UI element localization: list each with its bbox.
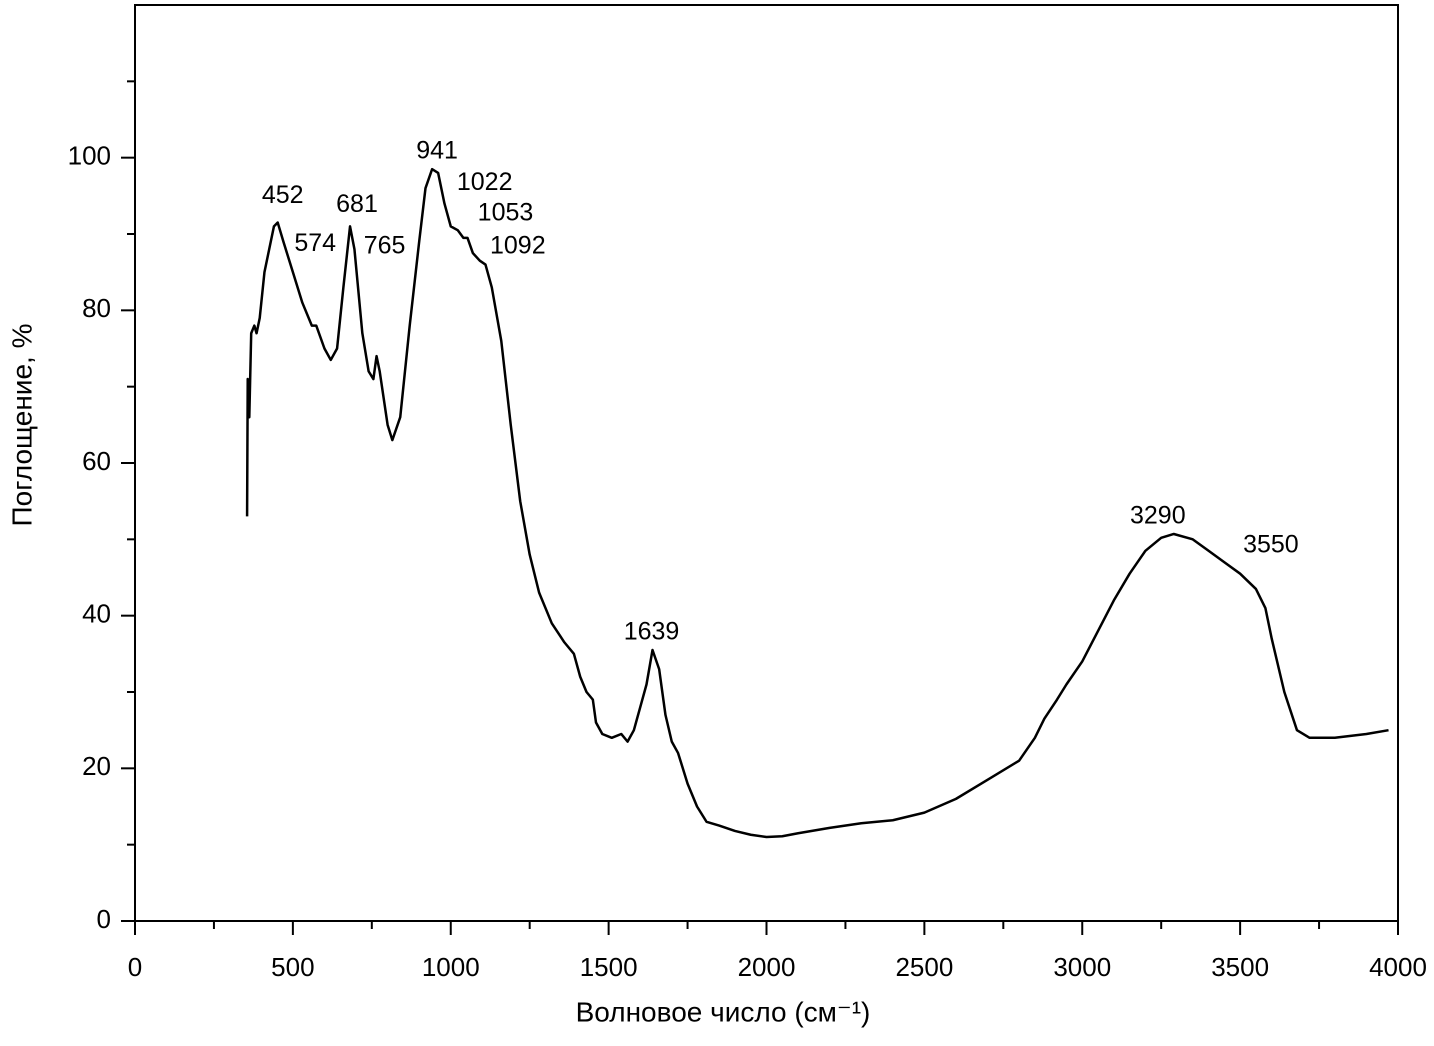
peak-label: 681 <box>336 190 378 218</box>
plot-frame <box>134 4 1399 922</box>
x-axis-label: Волновое число (см⁻¹) <box>576 996 871 1027</box>
peak-label: 3550 <box>1243 531 1299 559</box>
peak-label: 1092 <box>490 231 546 259</box>
peak-label: 765 <box>364 232 406 260</box>
peak-label: 941 <box>416 137 458 165</box>
x-tick-label: 1000 <box>422 952 480 982</box>
y-tick-label: 0 <box>97 904 111 934</box>
x-tick-label: 500 <box>271 952 314 982</box>
y-tick-label: 20 <box>82 751 111 781</box>
peak-label: 1022 <box>457 168 513 196</box>
x-tick-label: 0 <box>128 952 142 982</box>
spectrum-line <box>245 167 1389 839</box>
y-axis-label: Поглощение, % <box>6 324 37 527</box>
x-tick-label: 3500 <box>1211 952 1269 982</box>
y-tick-label: 40 <box>82 599 111 629</box>
x-tick-label: 2500 <box>895 952 953 982</box>
peak-label: 1639 <box>624 618 680 646</box>
y-tick-label: 60 <box>82 446 111 476</box>
x-tick-label: 2000 <box>738 952 796 982</box>
x-tick-label: 1500 <box>580 952 638 982</box>
x-tick-label: 3000 <box>1053 952 1111 982</box>
peak-label: 1053 <box>478 198 534 226</box>
y-tick-label: 100 <box>68 141 111 171</box>
peak-label: 3290 <box>1130 502 1186 530</box>
peak-label: 574 <box>294 229 336 257</box>
y-tick-label: 80 <box>82 293 111 323</box>
peak-label: 452 <box>262 181 304 209</box>
x-tick-label: 4000 <box>1369 952 1427 982</box>
